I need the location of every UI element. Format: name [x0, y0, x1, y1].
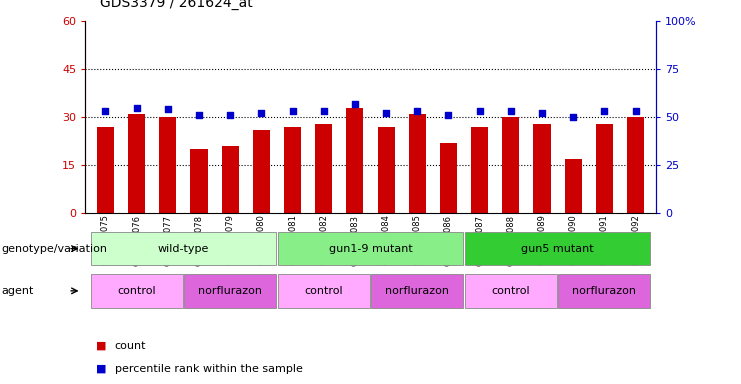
Bar	[409, 114, 426, 213]
Text: ■: ■	[96, 341, 107, 351]
Bar	[128, 114, 145, 213]
Bar	[565, 159, 582, 213]
Point	[442, 112, 454, 118]
Point	[505, 108, 516, 114]
FancyBboxPatch shape	[371, 274, 463, 308]
Bar	[596, 124, 613, 213]
Bar	[190, 149, 207, 213]
FancyBboxPatch shape	[278, 232, 463, 265]
Text: ■: ■	[96, 364, 107, 374]
Point	[99, 108, 111, 114]
Point	[536, 110, 548, 116]
Bar	[253, 130, 270, 213]
Bar	[377, 127, 395, 213]
Point	[287, 108, 299, 114]
Text: count: count	[115, 341, 147, 351]
Point	[318, 108, 330, 114]
Text: norflurazon: norflurazon	[385, 286, 449, 296]
FancyBboxPatch shape	[465, 274, 557, 308]
Point	[193, 112, 205, 118]
Point	[411, 108, 423, 114]
Text: control: control	[491, 286, 530, 296]
Text: gun1-9 mutant: gun1-9 mutant	[328, 243, 413, 254]
Point	[225, 112, 236, 118]
Bar	[534, 124, 551, 213]
FancyBboxPatch shape	[465, 232, 651, 265]
Text: genotype/variation: genotype/variation	[1, 243, 107, 254]
FancyBboxPatch shape	[90, 274, 183, 308]
Point	[349, 101, 361, 107]
Bar	[440, 143, 457, 213]
Text: norflurazon: norflurazon	[572, 286, 637, 296]
Point	[630, 108, 642, 114]
Point	[256, 110, 268, 116]
Bar	[315, 124, 332, 213]
Text: agent: agent	[1, 286, 34, 296]
FancyBboxPatch shape	[278, 274, 370, 308]
FancyBboxPatch shape	[184, 274, 276, 308]
Bar	[97, 127, 114, 213]
Text: GDS3379 / 261624_at: GDS3379 / 261624_at	[100, 0, 253, 10]
Text: control: control	[305, 286, 343, 296]
FancyBboxPatch shape	[558, 274, 651, 308]
Bar	[346, 108, 364, 213]
Bar	[222, 146, 239, 213]
Point	[567, 114, 579, 120]
Bar	[471, 127, 488, 213]
Text: norflurazon: norflurazon	[198, 286, 262, 296]
Point	[599, 108, 611, 114]
Point	[473, 108, 485, 114]
FancyBboxPatch shape	[90, 232, 276, 265]
Point	[380, 110, 392, 116]
Bar	[159, 117, 176, 213]
Bar	[284, 127, 301, 213]
Text: wild-type: wild-type	[158, 243, 209, 254]
Point	[130, 104, 142, 111]
Text: control: control	[117, 286, 156, 296]
Text: gun5 mutant: gun5 mutant	[521, 243, 594, 254]
Bar	[627, 117, 644, 213]
Text: percentile rank within the sample: percentile rank within the sample	[115, 364, 303, 374]
Point	[162, 106, 174, 113]
Bar	[502, 117, 519, 213]
